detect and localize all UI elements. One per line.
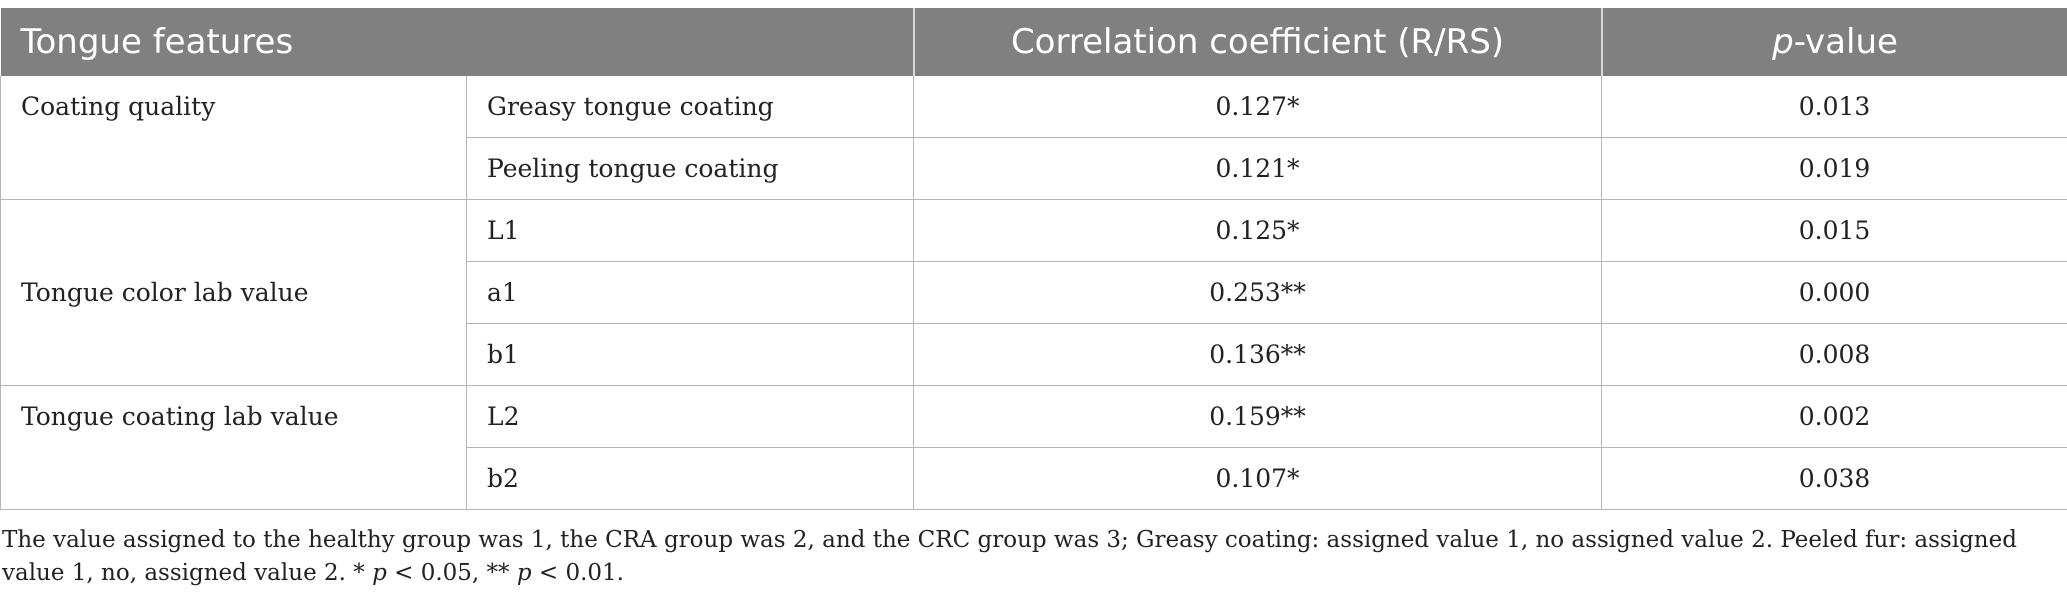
p-value-cell: 0.008	[1601, 323, 2067, 386]
correlation-cell: 0.121*	[913, 137, 1603, 200]
correlation-cell: 0.136**	[913, 323, 1603, 386]
correlation-cell: 0.159**	[913, 385, 1603, 448]
p-value-cell: 0.038	[1601, 447, 2067, 510]
header-p-value: p-value	[1601, 8, 2067, 76]
table-row: b1 0.136** 0.008	[1, 323, 2067, 386]
feature-cell: Peeling tongue coating	[465, 137, 915, 200]
correlation-table: Tongue features Correlation coefficient …	[0, 8, 2067, 510]
table-row: b2 0.107* 0.038	[1, 447, 2067, 510]
feature-cell: L2	[465, 385, 915, 448]
header-row: Tongue features Correlation coefficient …	[0, 8, 2067, 76]
correlation-cell: 0.127*	[913, 76, 1603, 138]
table-row: Peeling tongue coating 0.121* 0.019	[1, 137, 2067, 200]
feature-cell: b2	[465, 447, 915, 510]
group-label: Coating quality	[0, 76, 467, 200]
p-value-cell: 0.000	[1601, 261, 2067, 324]
footnote-p-italic-2: p	[516, 560, 532, 586]
feature-cell: Greasy tongue coating	[465, 76, 915, 138]
table-row: Coating quality Greasy tongue coating 0.…	[0, 76, 2067, 200]
p-value-cell: 0.015	[1601, 199, 2067, 262]
header-p-rest: -value	[1793, 22, 1898, 62]
correlation-cell: 0.125*	[913, 199, 1603, 262]
data-table-container: Tongue features Correlation coefficient …	[0, 8, 2067, 510]
group-label: Tongue color lab value	[0, 199, 467, 386]
table-row: Tongue color lab value L1 0.125* 0.015	[0, 199, 2067, 386]
header-p-italic: p	[1772, 22, 1794, 62]
table-footnote: The value assigned to the healthy group …	[2, 524, 2062, 590]
feature-cell: b1	[465, 323, 915, 386]
feature-cell: L1	[465, 199, 915, 262]
footnote-text-1: The value assigned to the healthy group …	[2, 527, 2017, 586]
feature-cell: a1	[465, 261, 915, 324]
correlation-cell: 0.253**	[913, 261, 1603, 324]
footnote-p-italic-1: p	[372, 560, 387, 586]
p-value-cell: 0.002	[1601, 385, 2067, 448]
p-value-cell: 0.019	[1601, 137, 2067, 200]
header-tongue-features: Tongue features	[0, 8, 915, 76]
footnote-text-2: < 0.05, **	[386, 560, 517, 586]
correlation-cell: 0.107*	[913, 447, 1603, 510]
table-row: Tongue coating lab value L2 0.159** 0.00…	[0, 385, 2067, 510]
group-label: Tongue coating lab value	[0, 385, 467, 510]
p-value-cell: 0.013	[1601, 76, 2067, 138]
footnote-text-3: < 0.01.	[531, 560, 624, 586]
header-correlation-coefficient: Correlation coefficient (R/RS)	[913, 8, 1603, 76]
